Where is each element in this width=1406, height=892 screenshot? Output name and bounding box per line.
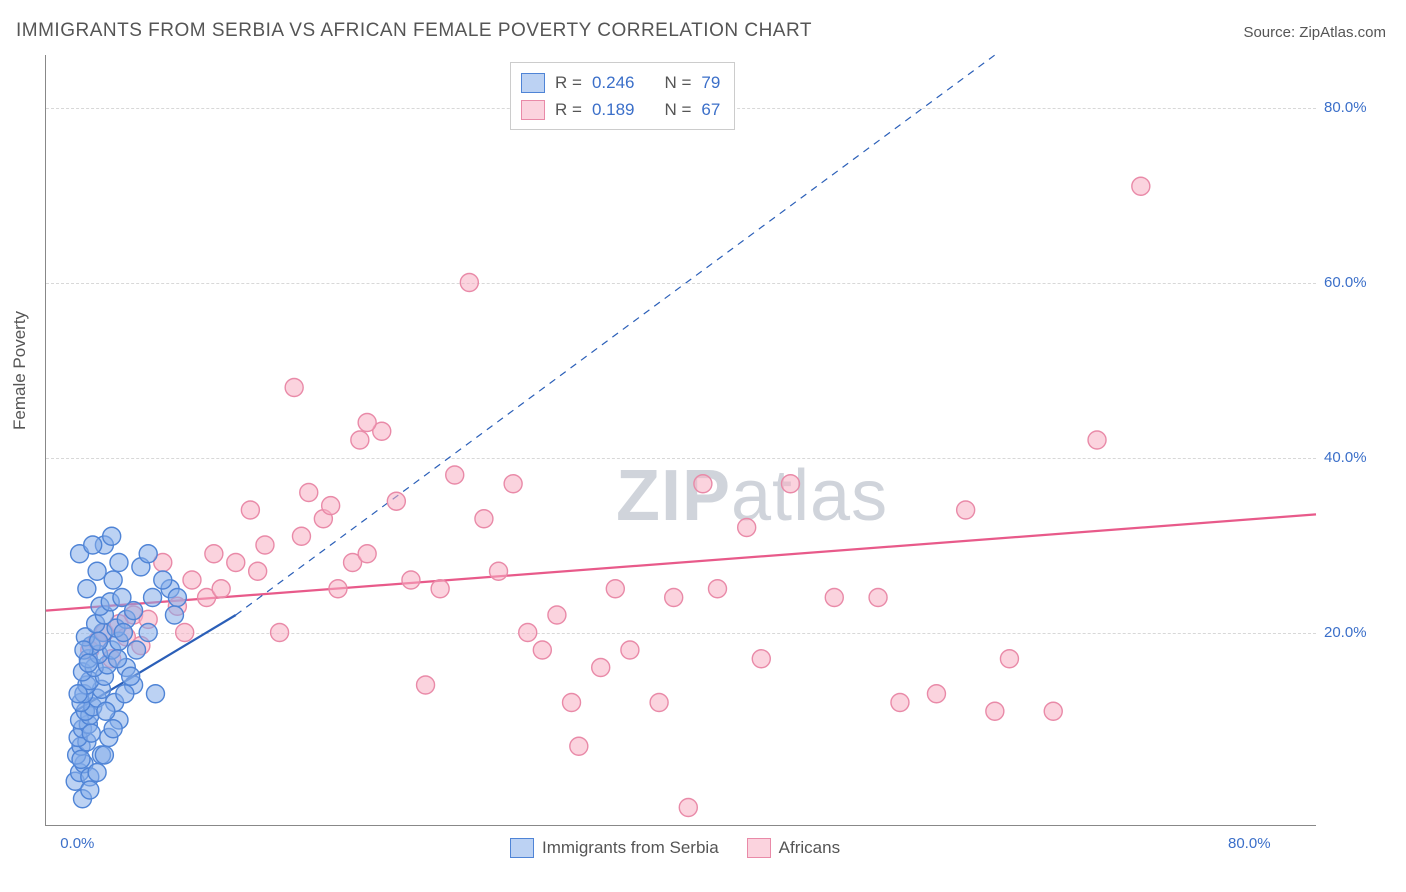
bottom-label-series2: Africans (779, 838, 840, 858)
legend-swatch-series1 (521, 73, 545, 93)
r-value-series1: 0.246 (592, 69, 635, 96)
n-label: N = (664, 69, 691, 96)
legend-stats: R = 0.246 N = 79 R = 0.189 N = 67 (510, 62, 735, 130)
n-label: N = (664, 96, 691, 123)
plot-area: ZIPatlas 20.0%40.0%60.0%80.0%0.0%80.0% (45, 55, 1316, 826)
r-value-series2: 0.189 (592, 96, 635, 123)
r-label: R = (555, 69, 582, 96)
bottom-swatch-series1 (510, 838, 534, 858)
source-text: Source: ZipAtlas.com (1243, 24, 1386, 41)
chart-title: IMMIGRANTS FROM SERBIA VS AFRICAN FEMALE… (16, 20, 812, 42)
bottom-legend-item-series1: Immigrants from Serbia (510, 838, 719, 858)
n-value-series2: 67 (701, 96, 720, 123)
r-label: R = (555, 96, 582, 123)
legend-swatch-series2 (521, 100, 545, 120)
bottom-legend-item-series2: Africans (747, 838, 840, 858)
chart-container: ZIPatlas 20.0%40.0%60.0%80.0%0.0%80.0% (45, 55, 1315, 825)
y-axis-label: Female Poverty (10, 311, 30, 430)
bottom-label-series1: Immigrants from Serbia (542, 838, 719, 858)
scatter-plot (46, 55, 1316, 825)
bottom-swatch-series2 (747, 838, 771, 858)
legend-row-series2: R = 0.189 N = 67 (521, 96, 720, 123)
legend-row-series1: R = 0.246 N = 79 (521, 69, 720, 96)
bottom-legend: Immigrants from Serbia Africans (510, 838, 840, 858)
n-value-series1: 79 (701, 69, 720, 96)
